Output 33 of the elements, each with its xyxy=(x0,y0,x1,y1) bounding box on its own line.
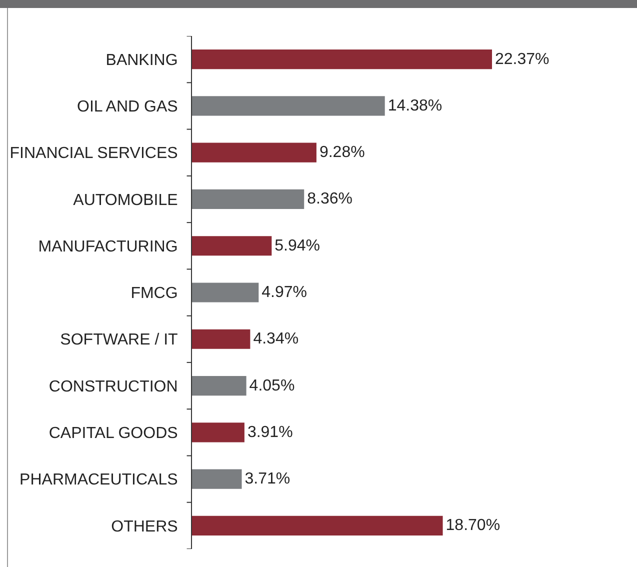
y-tick-label: CONSTRUCTION xyxy=(48,378,178,396)
bar xyxy=(192,376,246,396)
y-tick-label: CAPITAL GOODS xyxy=(48,425,178,442)
bar xyxy=(192,50,492,70)
y-tick-label: SOFTWARE / IT xyxy=(60,332,178,349)
data-label: 4.97% xyxy=(262,284,308,301)
y-tick-label: AUTOMOBILE xyxy=(73,192,178,209)
bar xyxy=(192,516,443,536)
bar xyxy=(192,282,259,302)
bar xyxy=(192,422,244,442)
data-label: 14.38% xyxy=(388,97,442,114)
y-tick-label: MANUFACTURING xyxy=(38,238,178,256)
data-label: 4.05% xyxy=(249,377,295,394)
y-tick-label: BANKING xyxy=(106,52,178,69)
data-label: 18.70% xyxy=(446,517,500,534)
bar xyxy=(192,142,316,162)
y-tick-label: PHARMACEUTICALS xyxy=(20,472,178,489)
y-tick-label: FMCG xyxy=(130,285,178,302)
y-tick-label: OTHERS xyxy=(111,518,178,536)
bar xyxy=(192,469,242,489)
data-label: 9.28% xyxy=(319,144,365,162)
y-tick-label: OIL AND GAS xyxy=(77,98,178,116)
bar xyxy=(192,96,385,116)
data-label: 3.71% xyxy=(244,470,290,488)
data-label: 4.34% xyxy=(253,330,299,348)
data-label: 8.36% xyxy=(307,190,352,208)
data-label: 22.37% xyxy=(495,50,550,68)
bar xyxy=(192,236,272,256)
y-tick-label: FINANCIAL SERVICES xyxy=(10,145,178,162)
bar xyxy=(192,329,250,349)
data-label: 5.94% xyxy=(274,237,320,254)
data-label: 3.91% xyxy=(247,424,293,441)
bar xyxy=(192,189,304,210)
